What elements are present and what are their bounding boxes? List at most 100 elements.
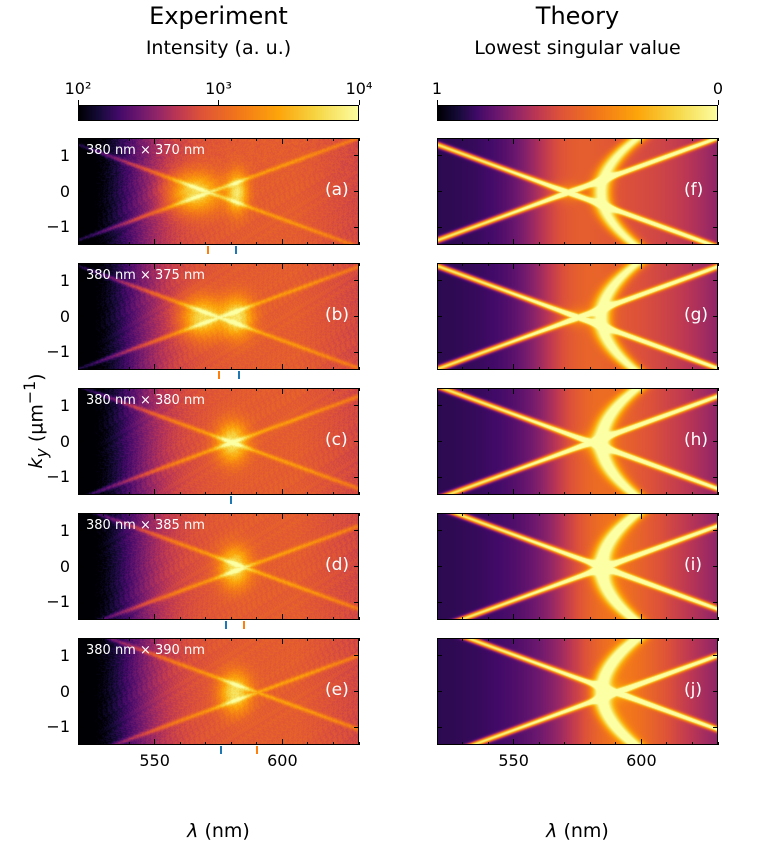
band-mark <box>243 621 245 629</box>
x-tick <box>231 138 232 141</box>
x-tick <box>205 638 206 641</box>
x-tick-label: 600 <box>616 751 666 770</box>
x-tick <box>205 263 206 266</box>
x-tick <box>666 263 667 266</box>
x-tick <box>539 513 540 516</box>
x-tick <box>180 263 181 266</box>
x-tick <box>488 742 489 745</box>
x-tick <box>129 638 130 641</box>
x-tick <box>333 492 334 495</box>
x-tick <box>78 492 79 495</box>
x-tick <box>103 513 104 516</box>
x-tick <box>103 138 104 141</box>
colorbar-theory-tick <box>718 100 719 105</box>
x-tick <box>437 492 438 495</box>
x-tick <box>103 242 104 245</box>
x-tick <box>180 513 181 516</box>
x-tick <box>666 242 667 245</box>
x-tick <box>307 513 308 516</box>
x-tick <box>359 242 360 245</box>
x-tick <box>282 489 283 495</box>
x-tick <box>205 617 206 620</box>
y-tick <box>713 655 718 656</box>
x-tick <box>590 638 591 641</box>
x-tick <box>205 492 206 495</box>
theory-panel-canvas <box>438 389 718 495</box>
x-tick <box>437 513 438 516</box>
colorbar-experiment-tick-label: 10² <box>48 79 108 98</box>
x-tick <box>718 242 719 245</box>
x-tick <box>307 742 308 745</box>
y-tick <box>78 352 83 353</box>
band-mark <box>235 246 237 254</box>
x-tick <box>205 242 206 245</box>
y-tick <box>437 477 442 478</box>
x-tick <box>641 239 642 245</box>
colorbar-experiment-tick-label: 10⁴ <box>329 79 389 98</box>
x-tick <box>539 638 540 641</box>
x-tick-label: 550 <box>489 751 539 770</box>
x-tick <box>359 617 360 620</box>
y-tick <box>713 155 718 156</box>
x-tick <box>256 492 257 495</box>
x-tick <box>129 367 130 370</box>
x-tick <box>78 617 79 620</box>
x-tick <box>154 263 155 269</box>
y-tick <box>437 530 442 531</box>
y-tick <box>437 155 442 156</box>
y-tick <box>78 691 83 692</box>
x-tick <box>231 742 232 745</box>
x-tick <box>692 138 693 141</box>
y-tick <box>78 602 83 603</box>
band-mark <box>230 496 232 504</box>
y-tick <box>354 280 359 281</box>
x-tick <box>256 242 257 245</box>
x-tick <box>154 513 155 519</box>
x-tick <box>513 263 514 269</box>
x-tick <box>282 388 283 394</box>
y-tick <box>713 691 718 692</box>
x-tick <box>307 138 308 141</box>
x-tick <box>103 638 104 641</box>
x-tick <box>103 742 104 745</box>
x-tick <box>307 617 308 620</box>
x-tick <box>615 367 616 370</box>
x-tick <box>333 263 334 266</box>
band-mark <box>218 371 220 379</box>
x-tick <box>154 388 155 394</box>
panel-letter: (i) <box>684 555 702 575</box>
y-tick <box>354 691 359 692</box>
x-tick <box>307 638 308 641</box>
y-tick <box>354 602 359 603</box>
x-tick <box>692 513 693 516</box>
x-axis-label-right: λ (nm) <box>437 820 718 842</box>
x-tick <box>359 513 360 516</box>
x-tick <box>615 138 616 141</box>
y-tick <box>78 566 83 567</box>
x-tick <box>462 617 463 620</box>
y-tick <box>354 155 359 156</box>
x-tick <box>692 367 693 370</box>
colorbar-experiment-canvas <box>79 106 359 121</box>
x-tick <box>307 367 308 370</box>
x-tick <box>641 614 642 620</box>
y-tick <box>437 441 442 442</box>
x-tick <box>231 367 232 370</box>
x-tick <box>359 388 360 391</box>
x-tick <box>256 388 257 391</box>
x-tick <box>718 617 719 620</box>
x-tick <box>590 742 591 745</box>
x-tick <box>488 492 489 495</box>
x-tick <box>437 638 438 641</box>
x-tick <box>513 614 514 620</box>
y-tick <box>354 727 359 728</box>
x-tick <box>359 367 360 370</box>
x-tick <box>437 138 438 141</box>
y-tick <box>713 566 718 567</box>
x-tick <box>437 263 438 266</box>
y-tick <box>713 280 718 281</box>
x-tick <box>564 617 565 620</box>
x-tick <box>513 138 514 144</box>
x-tick <box>666 492 667 495</box>
x-tick <box>103 367 104 370</box>
